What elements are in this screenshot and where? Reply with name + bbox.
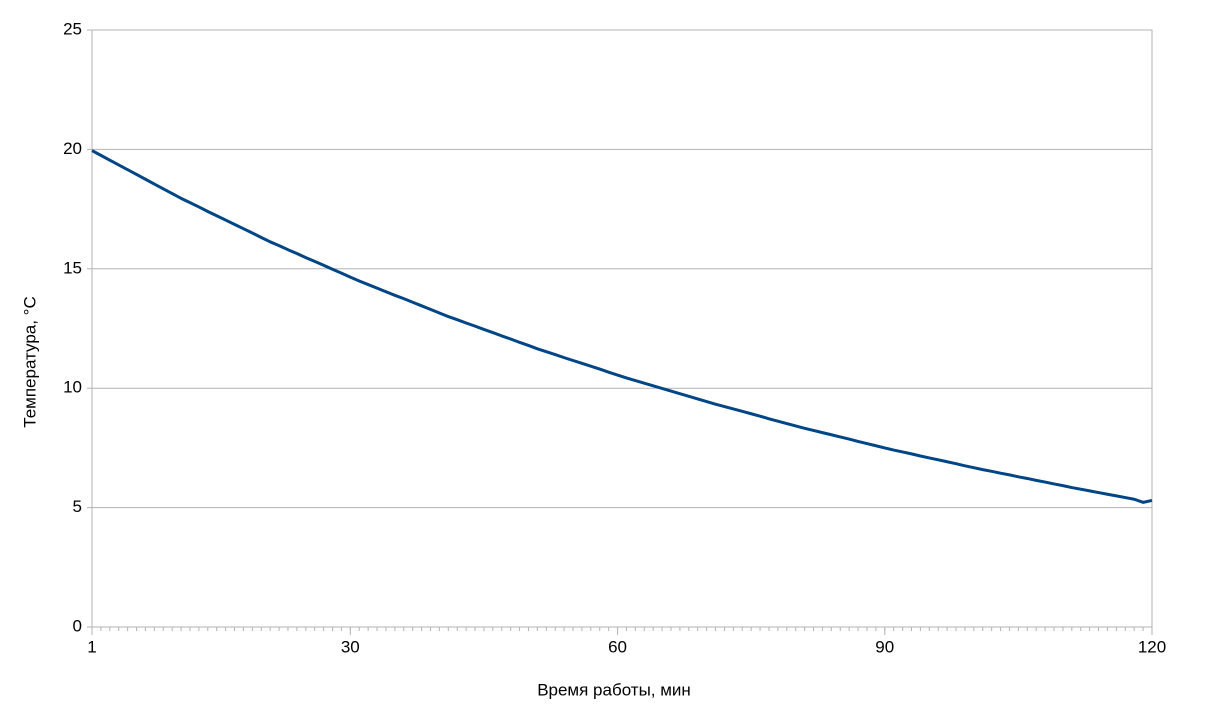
x-tick-label: 90 xyxy=(875,637,894,656)
data-line xyxy=(91,149,1153,504)
y-axis-title: Температура, °C xyxy=(20,296,39,427)
x-tick-label: 120 xyxy=(1138,637,1166,656)
y-tick-label: 5 xyxy=(73,497,82,516)
y-tick-label: 10 xyxy=(63,378,82,397)
x-tick-label: 60 xyxy=(608,637,627,656)
y-tick-label: 0 xyxy=(73,616,82,635)
x-tick-label: 30 xyxy=(341,637,360,656)
y-tick-label: 15 xyxy=(63,258,82,277)
x-tick-label: 1 xyxy=(87,637,96,656)
plot-area xyxy=(91,29,1153,628)
x-axis-title: Время работы, мин xyxy=(537,680,691,699)
y-tick-label: 25 xyxy=(63,19,82,38)
y-tick-label: 20 xyxy=(63,139,82,158)
